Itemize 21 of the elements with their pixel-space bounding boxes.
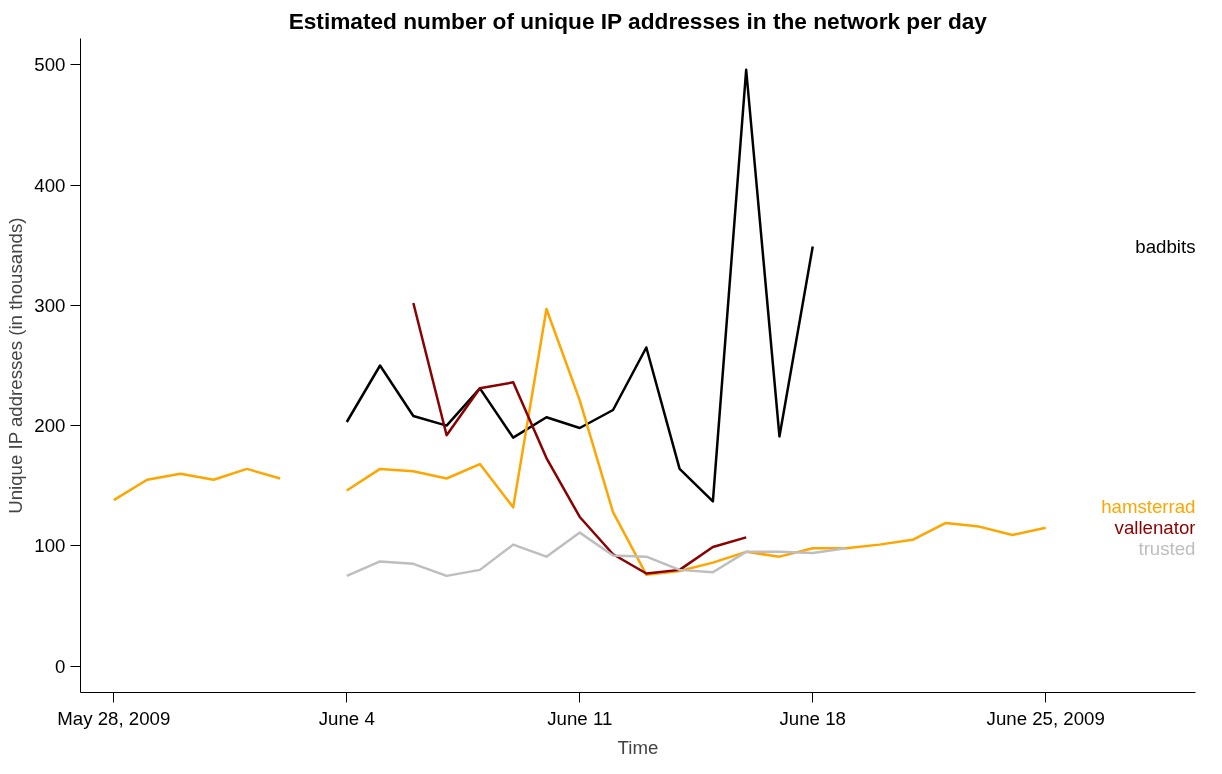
y-tick-label: 100 [34,535,66,557]
x-tick-label: June 4 [318,707,375,729]
y-tick-label: 400 [34,174,66,196]
y-tick-label: 0 [55,655,66,677]
x-tick-label: June 25, 2009 [986,707,1105,729]
line-series [345,531,848,578]
x-tick-label: June 18 [779,707,846,729]
x-tick-label: June 11 [547,707,613,729]
y-tick-label: 300 [34,294,66,316]
text: hamsterrad [1101,496,1196,518]
x-axis-title: Time [617,736,659,758]
y-tick-label: 200 [34,415,66,437]
line-series [412,301,748,575]
y-axis-title: Unique IP addresses (in thousands) [5,217,27,514]
text: trusted [1138,537,1196,559]
line-series [345,68,814,503]
chart-title: Estimated number of unique IP addresses in the network per day [288,7,988,34]
text: badbits [1135,235,1196,257]
y-tick-label: 500 [34,54,66,76]
x-tick-label: May 28, 2009 [57,707,171,729]
text: vallenator [1114,516,1196,538]
